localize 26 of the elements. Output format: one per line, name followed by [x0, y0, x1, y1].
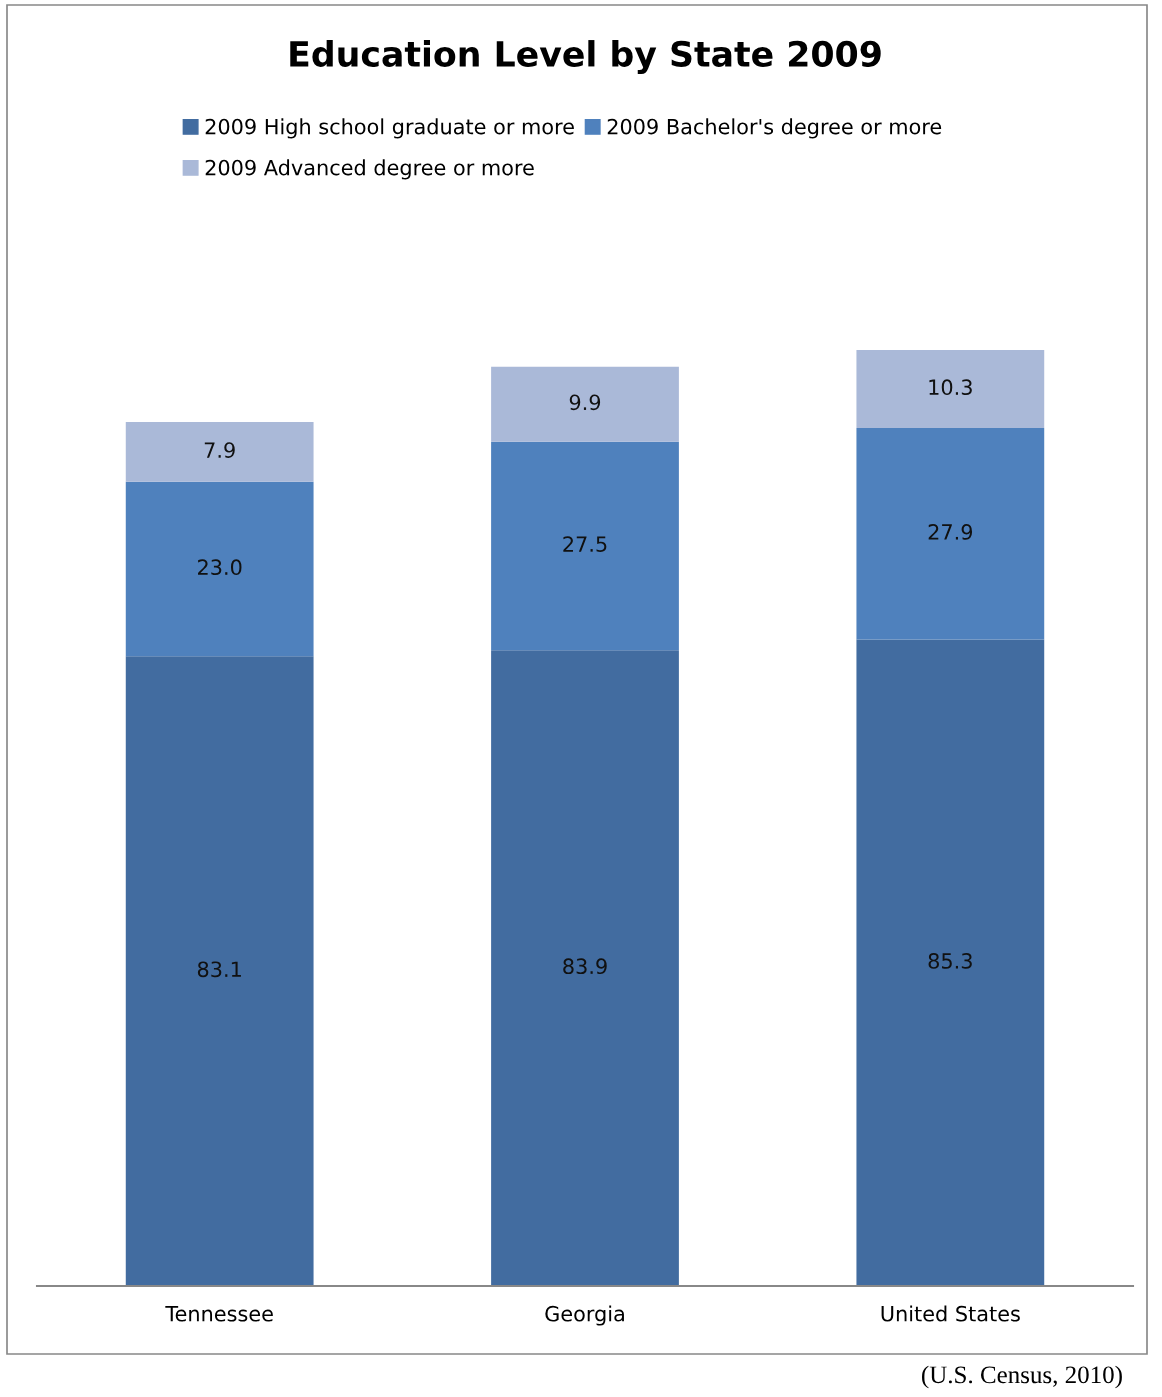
legend-label: 2009 High school graduate or more — [205, 118, 574, 139]
text: (U.S. Census, 2010) — [922, 1365, 1122, 1389]
bar — [856, 639, 1045, 1286]
legend-label: 2009 Advanced degree or more — [205, 159, 534, 180]
data-label: 27.9 — [928, 524, 973, 540]
bar — [491, 441, 679, 651]
bar — [491, 650, 679, 1286]
x-tick-label: Georgia — [545, 1305, 624, 1326]
legend-label: 2009 Bachelor's degree or more — [607, 118, 942, 139]
x-tick-label: Tennessee — [165, 1306, 273, 1322]
chart-title: Education Level by State 2009 — [290, 40, 881, 74]
data-label: 83.1 — [197, 961, 241, 978]
bar — [856, 428, 1045, 640]
bar — [125, 481, 314, 657]
data-label: 9.9 — [569, 394, 601, 411]
data-label: 27.5 — [563, 536, 607, 552]
data-label: 85.3 — [928, 953, 972, 969]
data-label: 7.9 — [204, 442, 235, 458]
bar — [856, 350, 1045, 429]
bar — [125, 656, 314, 1286]
data-label: 23.0 — [198, 559, 242, 576]
bar — [491, 366, 679, 442]
data-label: 83.9 — [563, 958, 607, 975]
bar — [125, 422, 314, 482]
x-tick-label: United States — [881, 1305, 1020, 1322]
data-label: 10.3 — [929, 379, 972, 396]
